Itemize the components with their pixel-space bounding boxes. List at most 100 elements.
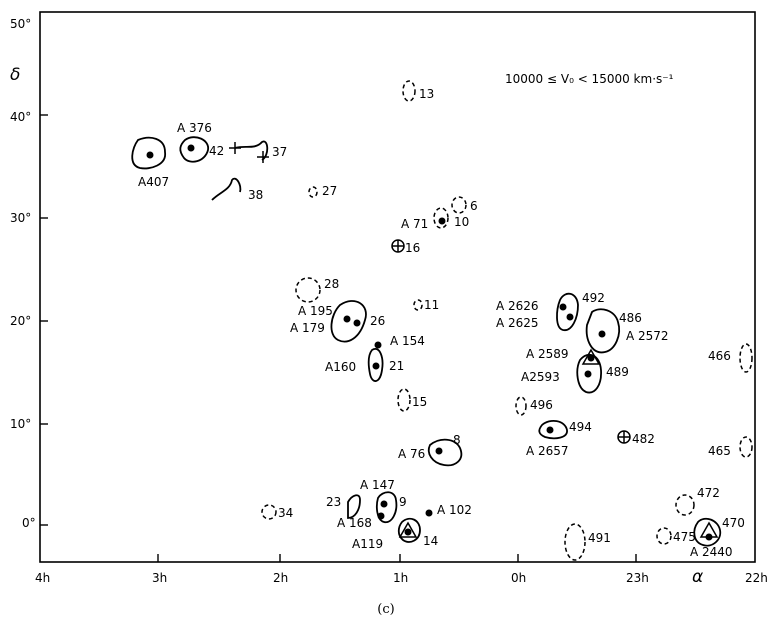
x-tick-22h: 22h [745,571,768,585]
y-tick-20: 20° [10,314,31,328]
contour-21 [367,348,384,382]
dot-a2589 [587,354,595,362]
label-a2589: A 2589 [526,347,569,361]
dot-a160 [372,362,380,370]
contour-15 [397,388,411,412]
dot-a407 [146,151,154,159]
label-a195: A 195 [298,304,333,318]
contour-465 [739,436,753,458]
label-23: 23 [326,495,341,509]
velocity-range-label: 10000 ≤ V₀ < 15000 km·s⁻¹ [505,72,674,86]
contour-486 [585,308,620,354]
label-42: 42 [209,144,224,158]
dot-a376 [187,144,195,152]
contour-8 [427,438,463,467]
contour-475 [656,527,672,545]
contour-34 [261,504,277,520]
contour-27 [308,186,318,198]
contour-492 [556,292,579,331]
label-a76: A 76 [398,447,425,461]
label-16: 16 [405,241,420,255]
y-axis-symbol: δ [10,65,20,85]
contour-37 [234,140,269,161]
label-a2593: A2593 [521,370,560,384]
label-10: 10 [454,215,469,229]
cluster-dots [146,144,713,541]
label-9: 9 [399,495,407,509]
label-a376: A 376 [177,121,212,135]
label-470: 470 [722,516,745,530]
contour-28 [295,277,321,303]
label-a2626: A 2626 [496,299,539,313]
label-37: 37 [272,145,287,159]
contour-11 [413,299,423,311]
y-tick-40: 40° [10,110,31,124]
label-494: 494 [569,420,592,434]
label-492: 492 [582,291,605,305]
circled-crosses [391,239,631,444]
figure-caption: (c) [377,602,394,617]
contour-42 [179,136,209,163]
plot-frame [39,11,756,563]
label-34: 34 [278,506,293,520]
contour-38 [211,177,242,201]
x-axis-symbol: α [692,567,703,587]
label-28: 28 [324,277,339,291]
x-tick-3h: 3h [152,571,167,585]
dot-a71 [438,217,446,225]
label-a2657: A 2657 [526,444,569,458]
dot-a195 [343,315,351,323]
contours [131,136,722,547]
label-6: 6 [470,199,478,213]
label-a102: A 102 [437,503,472,517]
y-tick-50: 50° [10,17,31,31]
label-489: 489 [606,365,629,379]
label-8: 8 [453,433,461,447]
contour-26 [330,300,367,343]
contour-494 [538,419,568,440]
dot-a119 [404,528,412,536]
contour-472 [675,494,695,516]
label-13: 13 [419,87,434,101]
contour-a407 [131,136,166,170]
dot-a2572 [598,330,606,338]
dot-a2626 [559,303,567,311]
x-tick-1h: 1h [393,571,408,585]
label-a168: A 168 [337,516,372,530]
dot-a2625 [566,313,574,321]
dot-a179 [353,319,361,327]
y-tick-30: 30° [10,211,31,225]
dot-a154 [374,341,382,349]
x-tick-2h: 2h [273,571,288,585]
label-38: 38 [248,188,263,202]
label-14: 14 [423,534,438,548]
dot-a2593 [584,370,592,378]
label-466: 466 [708,349,731,363]
triangle-a2589 [581,348,601,365]
y-tick-10: 10° [10,417,31,431]
contour-13 [402,80,416,102]
label-a179: A 179 [290,321,325,335]
dot-a2440 [705,533,713,541]
label-496: 496 [530,398,553,412]
label-a2625: A 2625 [496,316,539,330]
y-tick-0: 0° [22,516,36,530]
dot-a147 [380,500,388,508]
label-27: 27 [322,184,337,198]
contour-491 [564,523,586,561]
label-491: 491 [588,531,611,545]
triangle-a119 [398,521,418,538]
contour-23 [347,494,361,519]
label-15: 15 [412,395,427,409]
label-a407: A407 [138,175,169,189]
label-a2572: A 2572 [626,329,669,343]
label-a2440: A 2440 [690,545,733,559]
label-a71: A 71 [401,217,428,231]
label-486: 486 [619,311,642,325]
crosses [229,142,269,163]
label-a119: A119 [352,537,383,551]
contour-470 [693,517,722,547]
label-465: 465 [708,444,731,458]
